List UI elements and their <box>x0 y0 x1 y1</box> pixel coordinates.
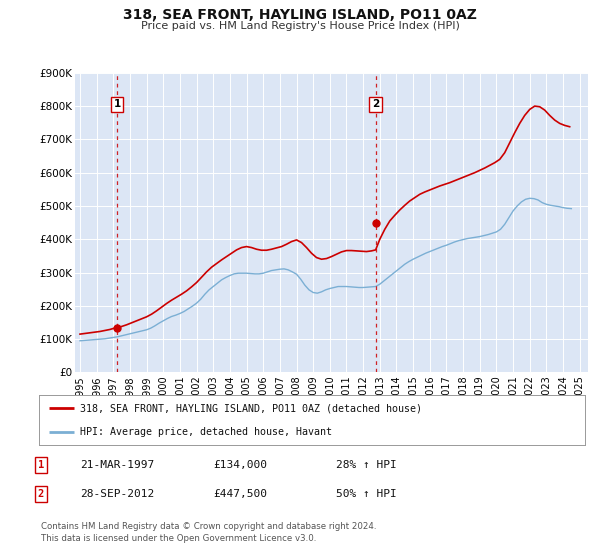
Text: 2: 2 <box>38 489 44 499</box>
Text: 28-SEP-2012: 28-SEP-2012 <box>80 489 154 499</box>
Point <box>371 219 380 228</box>
Text: HPI: Average price, detached house, Havant: HPI: Average price, detached house, Hava… <box>80 427 332 437</box>
Text: This data is licensed under the Open Government Licence v3.0.: This data is licensed under the Open Gov… <box>41 534 316 543</box>
Text: 28% ↑ HPI: 28% ↑ HPI <box>335 460 397 470</box>
Text: 50% ↑ HPI: 50% ↑ HPI <box>335 489 397 499</box>
Text: Price paid vs. HM Land Registry's House Price Index (HPI): Price paid vs. HM Land Registry's House … <box>140 21 460 31</box>
Text: £134,000: £134,000 <box>213 460 267 470</box>
Text: 21-MAR-1997: 21-MAR-1997 <box>80 460 154 470</box>
Text: £447,500: £447,500 <box>213 489 267 499</box>
Text: 318, SEA FRONT, HAYLING ISLAND, PO11 0AZ (detached house): 318, SEA FRONT, HAYLING ISLAND, PO11 0AZ… <box>80 403 422 413</box>
Text: 2: 2 <box>372 99 379 109</box>
Text: 1: 1 <box>38 460 44 470</box>
Text: 318, SEA FRONT, HAYLING ISLAND, PO11 0AZ: 318, SEA FRONT, HAYLING ISLAND, PO11 0AZ <box>123 8 477 22</box>
Text: 1: 1 <box>113 99 121 109</box>
Text: Contains HM Land Registry data © Crown copyright and database right 2024.: Contains HM Land Registry data © Crown c… <box>41 522 376 531</box>
Point <box>112 323 122 332</box>
